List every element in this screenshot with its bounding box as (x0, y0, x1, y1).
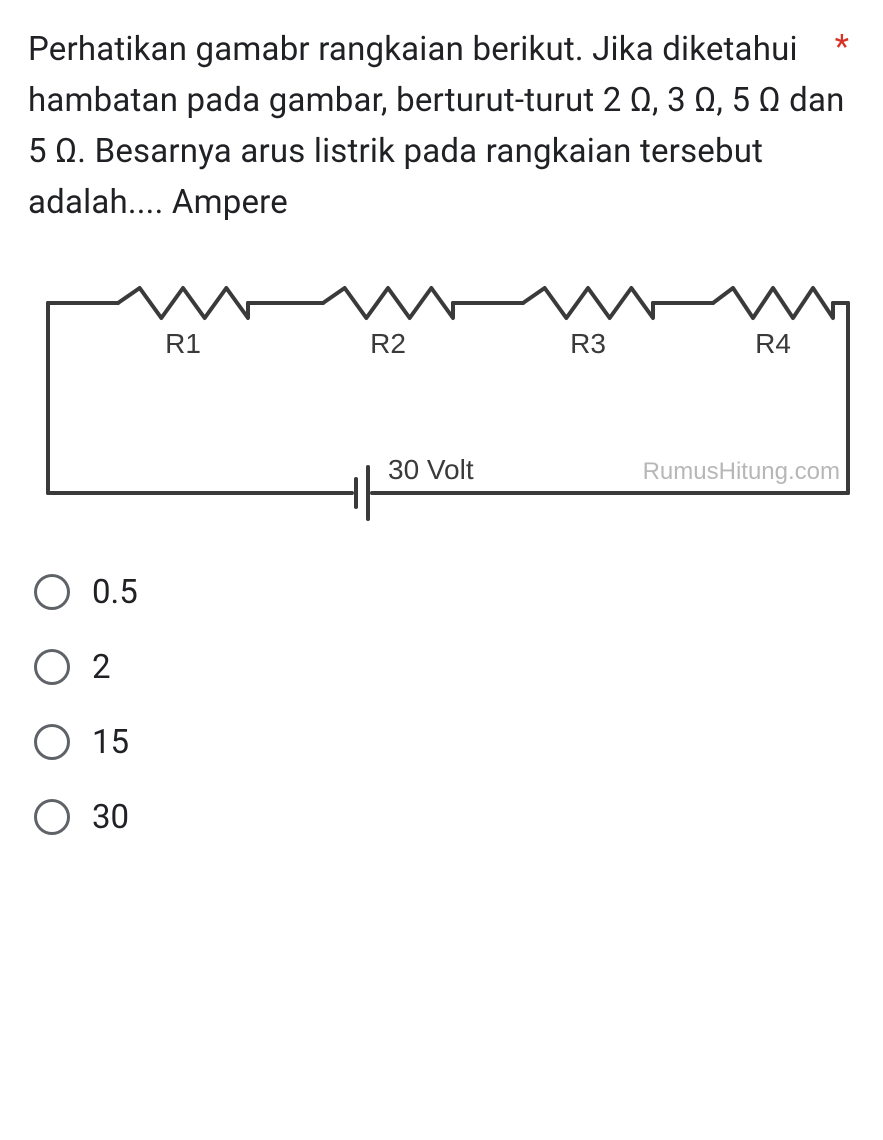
option-label: 0.5 (92, 573, 138, 612)
option-label: 2 (92, 648, 111, 687)
svg-text:R3: R3 (570, 328, 606, 359)
svg-text:30 Volt: 30 Volt (388, 454, 474, 485)
svg-text:R1: R1 (165, 328, 201, 359)
option-label: 30 (92, 798, 129, 837)
radio-icon[interactable] (34, 649, 70, 685)
radio-icon[interactable] (34, 574, 70, 610)
radio-icon[interactable] (34, 724, 70, 760)
circuit-svg: R1 R2 R3 R4 30 Volt RumusHitung.com (28, 263, 858, 523)
required-asterisk: * (835, 28, 849, 67)
svg-text:RumusHitung.com: RumusHitung.com (643, 458, 840, 485)
option-label: 15 (92, 723, 129, 762)
svg-text:R4: R4 (755, 328, 791, 359)
option-row[interactable]: 15 (28, 705, 855, 780)
option-row[interactable]: 0.5 (28, 555, 855, 630)
options-group: 0.5 2 15 30 (28, 555, 855, 855)
option-row[interactable]: 2 (28, 630, 855, 705)
question-block: * Perhatikan gamabr rangkaian berikut. J… (28, 24, 855, 229)
radio-icon[interactable] (34, 799, 70, 835)
svg-text:R2: R2 (370, 328, 406, 359)
circuit-diagram: R1 R2 R3 R4 30 Volt RumusHitung.com (28, 263, 855, 527)
option-row[interactable]: 30 (28, 780, 855, 855)
question-text: Perhatikan gamabr rangkaian berikut. Jik… (28, 24, 855, 229)
